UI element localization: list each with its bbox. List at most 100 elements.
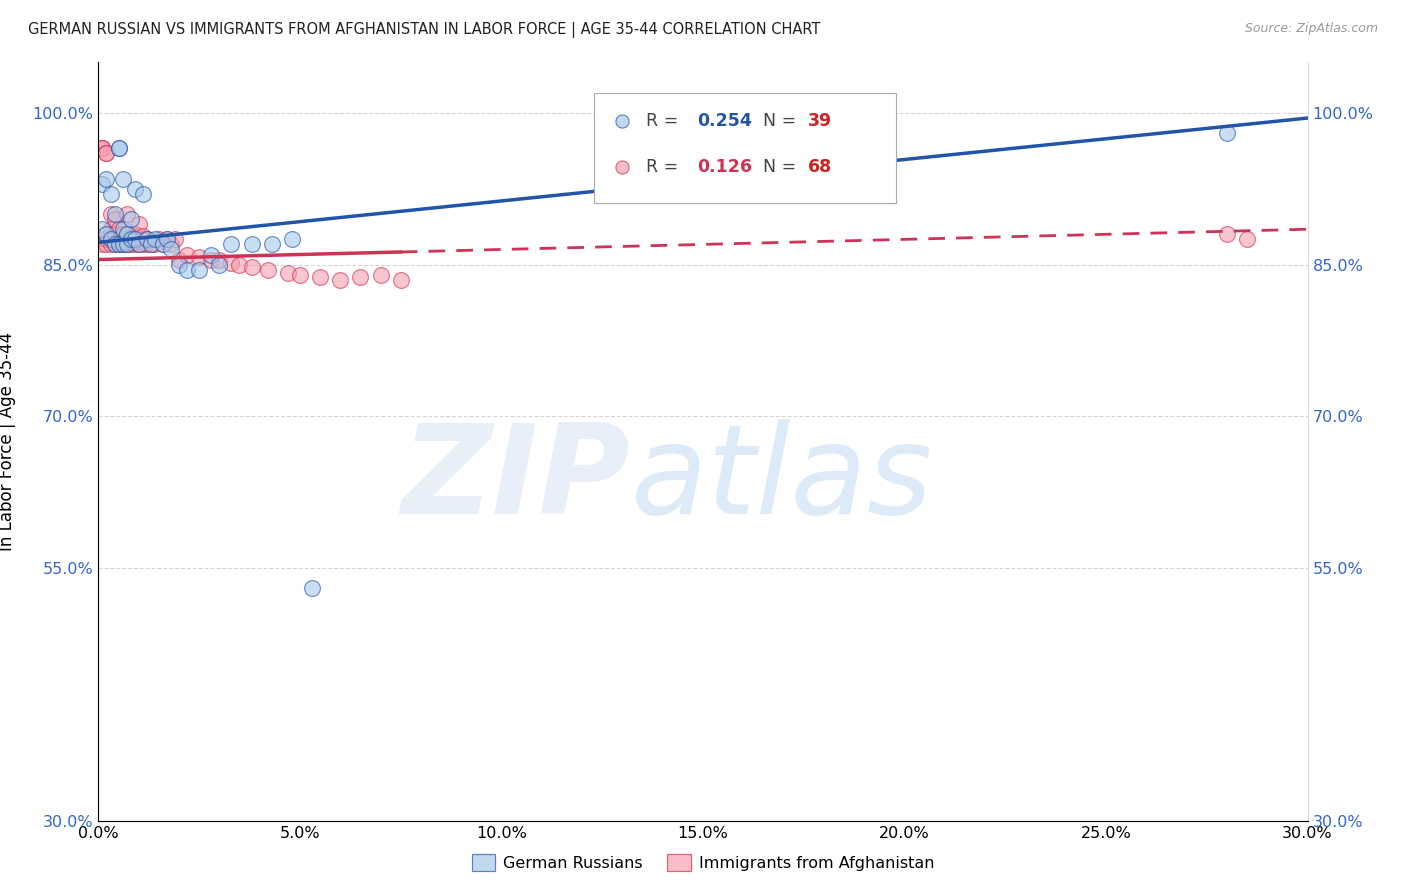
Point [100, 227, 122, 242]
Point [91, 177, 114, 191]
Point [135, 232, 157, 246]
Point [256, 262, 278, 277]
Y-axis label: In Labor Force | Age 35-44: In Labor Force | Age 35-44 [0, 332, 15, 551]
Point [370, 268, 392, 282]
Text: Source: ZipAtlas.com: Source: ZipAtlas.com [1244, 22, 1378, 36]
Point [128, 237, 150, 252]
Point [240, 260, 263, 274]
Point [143, 232, 166, 246]
Point [135, 232, 157, 246]
Point [103, 237, 125, 252]
Point [132, 186, 155, 201]
Point [163, 232, 186, 246]
Point [115, 227, 138, 242]
Point [115, 227, 138, 242]
Point [111, 237, 134, 252]
Point [100, 222, 122, 236]
Point [124, 237, 146, 252]
Point [156, 232, 179, 246]
Point [208, 258, 231, 272]
Point [120, 232, 142, 246]
Point [124, 232, 146, 246]
Point [128, 217, 150, 231]
Point [111, 235, 134, 250]
Point [120, 237, 142, 252]
Point [281, 232, 304, 246]
Point [128, 237, 150, 252]
Point [107, 141, 129, 155]
Text: R =: R = [647, 112, 683, 130]
Point [301, 581, 323, 595]
Point [329, 273, 352, 287]
Point [124, 182, 146, 196]
Point [115, 235, 138, 250]
Point [100, 232, 122, 246]
Point [1236, 232, 1258, 246]
Point [128, 229, 150, 244]
Point [309, 269, 332, 284]
Point [277, 266, 299, 280]
Point [221, 237, 243, 252]
Point [96, 227, 118, 242]
Point [115, 237, 138, 252]
Point [96, 146, 118, 161]
Text: 0.254: 0.254 [697, 112, 752, 130]
Point [349, 269, 371, 284]
Point [96, 146, 118, 161]
Point [103, 237, 125, 252]
Text: 68: 68 [808, 158, 832, 176]
Point [111, 171, 134, 186]
Text: N =: N = [763, 158, 803, 176]
Point [228, 258, 250, 272]
Point [107, 237, 129, 252]
Point [167, 252, 190, 267]
Point [176, 247, 198, 261]
Point [100, 232, 122, 246]
Point [160, 243, 183, 257]
Point [91, 141, 114, 155]
Point [1216, 227, 1239, 242]
Text: N =: N = [763, 112, 803, 130]
Point [132, 237, 155, 252]
Point [100, 237, 122, 252]
Point [200, 252, 222, 267]
Point [96, 171, 118, 186]
Point [115, 207, 138, 221]
Point [389, 273, 412, 287]
Point [132, 229, 155, 244]
Point [135, 237, 157, 252]
Point [100, 186, 122, 201]
FancyBboxPatch shape [595, 93, 897, 202]
Point [208, 252, 231, 267]
Text: 0.126: 0.126 [697, 158, 752, 176]
Point [91, 222, 114, 236]
Point [96, 237, 118, 252]
Legend: German Russians, Immigrants from Afghanistan: German Russians, Immigrants from Afghani… [465, 847, 941, 877]
Point [91, 141, 114, 155]
Point [107, 232, 129, 246]
Point [91, 237, 114, 252]
Point [120, 235, 142, 250]
Point [160, 237, 183, 252]
Point [124, 227, 146, 242]
Point [139, 237, 162, 252]
Point [120, 212, 142, 227]
Text: GERMAN RUSSIAN VS IMMIGRANTS FROM AFGHANISTAN IN LABOR FORCE | AGE 35-44 CORRELA: GERMAN RUSSIAN VS IMMIGRANTS FROM AFGHAN… [28, 22, 821, 38]
Point [176, 262, 198, 277]
Point [156, 232, 179, 246]
Point [96, 232, 118, 246]
Point [111, 227, 134, 242]
Text: R =: R = [647, 158, 683, 176]
Point [188, 250, 211, 264]
Text: ZIP: ZIP [402, 419, 630, 540]
Point [139, 237, 162, 252]
Point [111, 237, 134, 252]
Point [107, 141, 129, 155]
Point [167, 258, 190, 272]
Point [120, 229, 142, 244]
Point [100, 207, 122, 221]
Point [221, 255, 243, 269]
Point [103, 212, 125, 227]
Point [124, 232, 146, 246]
Point [240, 237, 263, 252]
